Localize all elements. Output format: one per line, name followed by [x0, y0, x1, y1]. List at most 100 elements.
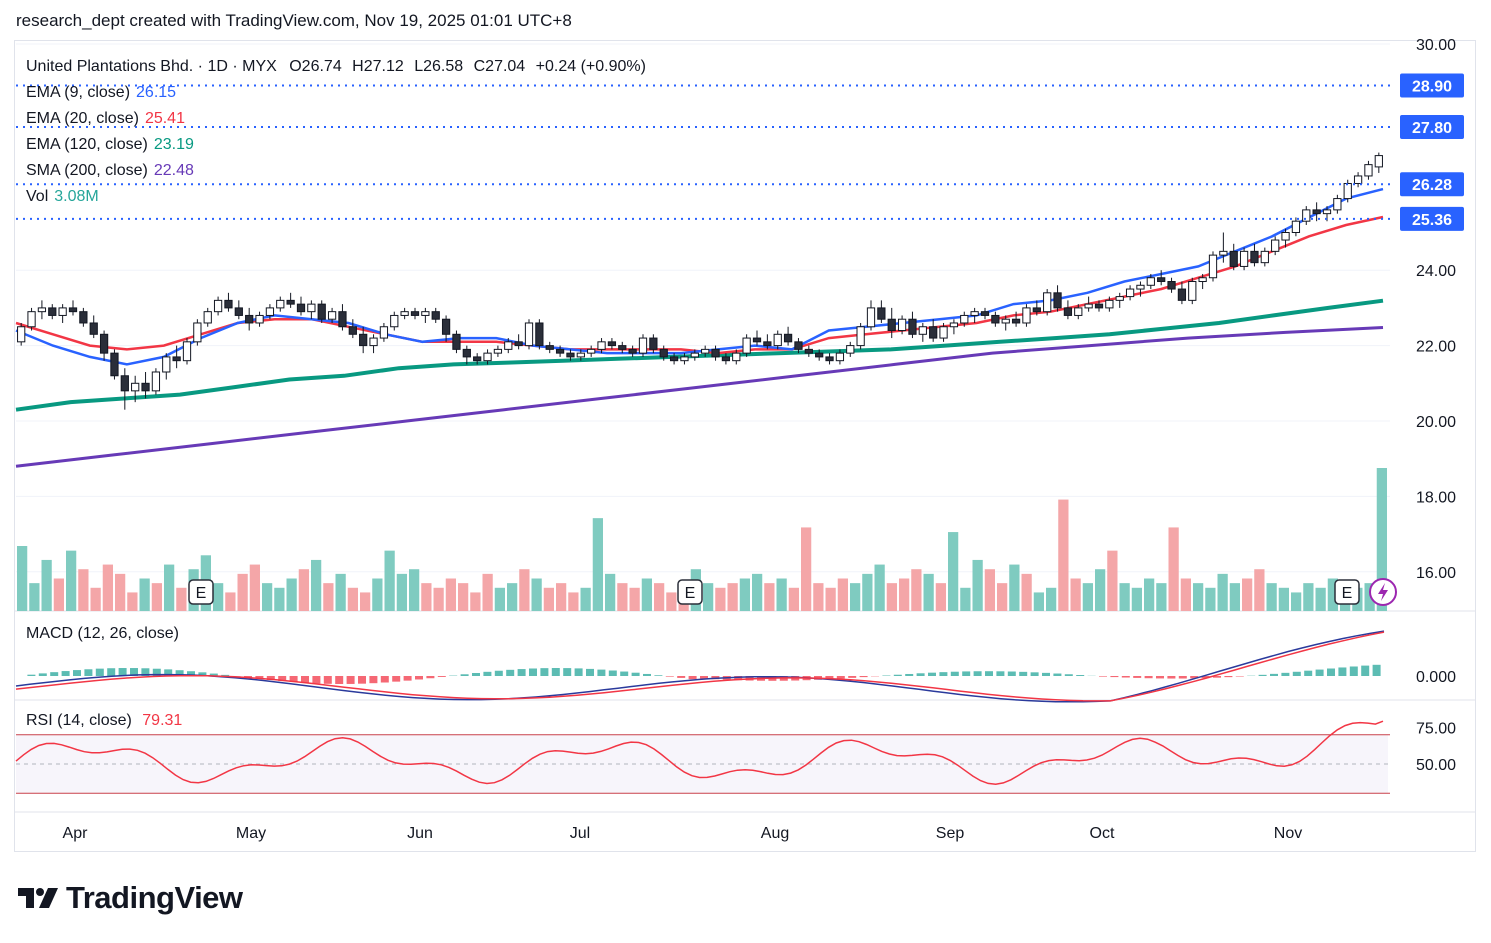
candle	[846, 341, 855, 357]
candle	[1167, 277, 1176, 293]
candle-body	[1063, 307, 1073, 316]
candle	[1219, 232, 1228, 263]
candle-body	[1229, 250, 1238, 267]
macd-label[interactable]: MACD (12, 26, close)	[26, 625, 179, 642]
candle	[866, 300, 876, 331]
volume-bar	[1144, 578, 1155, 611]
candle-body	[856, 326, 865, 347]
volume-bar	[249, 564, 260, 611]
macd-histogram-bar	[551, 668, 560, 676]
candle-body	[193, 322, 202, 343]
candle	[203, 307, 212, 327]
candle-body	[783, 333, 793, 343]
volume-bar	[850, 583, 861, 611]
volume-bar	[507, 583, 518, 611]
candle	[182, 338, 192, 365]
price-level-label: 26.28	[1412, 177, 1452, 194]
candle-body	[255, 314, 264, 324]
volume-bar	[29, 583, 40, 611]
volume-bar	[519, 569, 530, 611]
volume-bar	[274, 587, 285, 611]
rsi-label[interactable]: RSI (14, close) 79.31	[26, 712, 182, 730]
candle-body	[431, 311, 440, 320]
candle-body	[835, 352, 845, 362]
macd-histogram-bar	[164, 669, 173, 676]
candle	[752, 330, 762, 346]
macd-histogram-bar	[1327, 668, 1335, 676]
earnings-marker	[188, 579, 214, 605]
candle	[1011, 311, 1021, 327]
legend-value: 23.19	[153, 136, 194, 153]
candle	[711, 345, 720, 361]
volume-bar	[960, 587, 971, 611]
candle-body	[555, 348, 565, 354]
candle	[483, 349, 492, 365]
candle	[659, 345, 668, 361]
candle	[535, 319, 544, 350]
candle-body	[1333, 198, 1342, 211]
candle-body	[1105, 299, 1114, 309]
candle	[1312, 202, 1321, 222]
rsi-title: RSI (14, close)	[26, 712, 132, 729]
candle-body	[27, 311, 36, 328]
legend-ema20[interactable]: EMA (20, close) 25.41	[26, 106, 646, 132]
candle-body	[1343, 182, 1352, 200]
symbol-row[interactable]: United Plantations Bhd. · 1D · MYX O26.7…	[26, 54, 646, 80]
volume-bar	[237, 573, 248, 611]
macd-histogram-bar	[950, 671, 959, 676]
volume-bar	[788, 587, 799, 611]
legend-label: EMA (120, close)	[26, 136, 148, 153]
candle-body	[68, 307, 78, 313]
price-level-label: 28.90	[1412, 78, 1452, 95]
candle-body	[1115, 296, 1124, 301]
candle-body	[1177, 288, 1187, 301]
volume-bar	[164, 564, 175, 611]
macd-histogram-bar	[1372, 664, 1381, 676]
ohlc-low: L26.58	[414, 58, 464, 75]
rsi-band	[16, 734, 1388, 794]
candle-body	[1271, 239, 1280, 252]
x-axis-label: Apr	[63, 825, 89, 842]
candle-body	[1022, 307, 1031, 324]
candle-body	[1208, 254, 1218, 279]
candle	[58, 304, 67, 323]
candle-body	[1250, 250, 1259, 264]
candle-body	[99, 333, 109, 354]
macd-histogram-bar	[221, 674, 230, 676]
candle-body	[638, 337, 648, 354]
legend-sma200[interactable]: SMA (200, close) 22.48	[26, 158, 646, 184]
macd-histogram-bar	[437, 676, 446, 677]
candle-body	[224, 299, 233, 309]
volume-bar	[776, 578, 787, 611]
macd-histogram-bar	[1190, 676, 1199, 679]
candle-body	[721, 356, 731, 362]
macd-histogram-bar	[665, 676, 674, 677]
macd-histogram-bar	[893, 674, 902, 676]
volume-bar	[654, 583, 665, 611]
candle	[421, 307, 430, 323]
legend-volume[interactable]: Vol 3.08M	[26, 184, 646, 210]
legend-ema120[interactable]: EMA (120, close) 23.19	[26, 132, 646, 158]
candle-body	[929, 326, 938, 339]
macd-histogram-bar	[312, 676, 321, 684]
volume-bar	[899, 578, 910, 611]
candle-body	[504, 341, 513, 350]
tradingview-logo[interactable]: TradingView	[18, 880, 243, 916]
candle-body	[1125, 288, 1135, 298]
candle	[980, 307, 990, 320]
candle-body	[690, 352, 699, 358]
volume-bar	[617, 583, 628, 611]
candle-body	[141, 382, 150, 392]
volume-bar	[1095, 569, 1106, 611]
legend-ema9[interactable]: EMA (9, close) 26.15	[26, 80, 646, 106]
macd-histogram-bar	[346, 676, 355, 684]
macd-histogram-bar	[403, 676, 412, 681]
candle-body	[1302, 209, 1311, 222]
candle	[1094, 300, 1104, 312]
macd-histogram-bar	[415, 676, 423, 680]
candle	[265, 304, 275, 320]
volume-bar	[1119, 583, 1130, 611]
macd-histogram-bar	[1156, 676, 1164, 679]
candle-body	[213, 299, 223, 313]
